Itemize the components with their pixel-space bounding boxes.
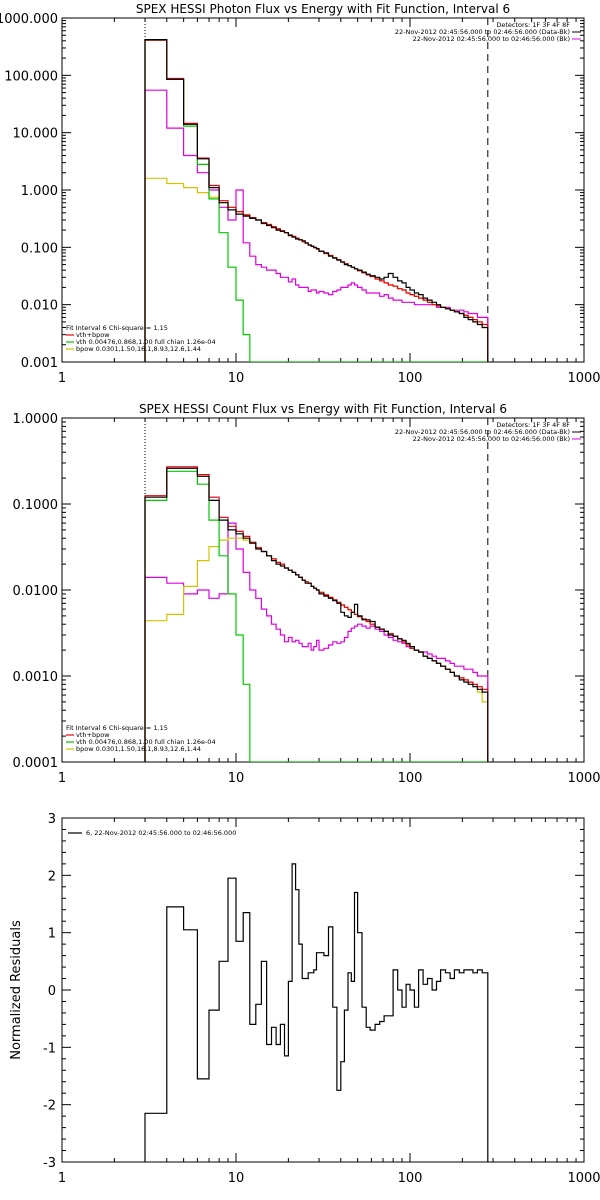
x-tick-label: 100 <box>398 1171 423 1186</box>
y-tick-label: 0.0010 <box>13 670 59 685</box>
x-tick-label: 100 <box>398 371 423 386</box>
x-tick-label: 1 <box>58 371 66 386</box>
y-tick-label: -3 <box>43 1156 56 1171</box>
chart-1: 1 10 100 1000 0.001 0.010 0.100 1.000 10.000 100.… <box>0 2 600 386</box>
plot-frame <box>61 17 585 363</box>
y-tick-label: 0.0001 <box>13 756 59 771</box>
header-line: 22-Nov-2012 02:45:56.000 to 02:46:56.000… <box>413 435 570 443</box>
x-tick-label: 1 <box>58 771 66 786</box>
header-line: 22-Nov-2012 02:45:56.000 to 02:46:56.000… <box>413 35 570 43</box>
series-bpow <box>144 537 489 762</box>
y-tick-label: 0 <box>48 984 56 999</box>
header-line: 22-Nov-2012 02:45:56.000 to 02:46:56.000… <box>395 428 570 436</box>
legend-line: bpow 0.0301,1.50,16.1,8.93,12.6,1.44 <box>76 745 201 753</box>
chart-2: 1 10 100 1000 0.0001 0.0010 0.0100 0.1000 1.0000… <box>13 402 600 786</box>
y-tick-label: 0.1000 <box>13 498 59 513</box>
y-tick-label: 0.001 <box>21 356 58 371</box>
header-line: Detectors: 1F 3F 4F 8F <box>496 21 570 29</box>
header-line: Detectors: 1F 3F 4F 8F <box>496 421 570 429</box>
legend-line: vth 0.00476,0.868,1.00 full chian 1.26e-… <box>76 338 216 346</box>
y-tick-label: 1.000 <box>21 184 58 199</box>
legend-line: 6, 22-Nov-2012 02:45:56.000 to 02:46:56.… <box>86 829 236 837</box>
y-tick-label: 0.010 <box>21 299 58 314</box>
y-tick-label: 0.0100 <box>13 584 59 599</box>
x-tick-label: 10 <box>228 1171 245 1186</box>
series-vth <box>144 39 488 362</box>
x-tick-label: 10 <box>228 771 245 786</box>
y-tick-label: -2 <box>43 1099 56 1114</box>
series-background <box>144 522 489 762</box>
y-axis-label: Normalized Residuals <box>9 920 24 1060</box>
header-line: 22-Nov-2012 02:45:56.000 to 02:46:56.000… <box>395 28 570 36</box>
series-data <box>144 863 489 1162</box>
legend-line: vth+bpow <box>76 731 110 739</box>
y-tick-label: -1 <box>43 1041 56 1056</box>
x-tick-label: 10 <box>228 371 245 386</box>
x-tick-label: 1000 <box>567 1171 600 1186</box>
y-tick-label: 0.100 <box>21 241 58 256</box>
legend-line: bpow 0.0301,1.50,16.1,8.93,12.6,1.44 <box>76 345 201 353</box>
plot-frame <box>61 417 585 763</box>
y-tick-label: 10.000 <box>13 127 59 142</box>
plot-frame <box>61 817 585 1163</box>
y-tick-label: 2 <box>48 869 56 884</box>
series-vth <box>144 470 488 762</box>
chart-title: SPEX HESSI Count Flux vs Energy with Fit… <box>139 402 507 416</box>
x-tick-label: 100 <box>398 771 423 786</box>
y-tick-label: 100.000 <box>4 69 58 84</box>
series-total-fit <box>144 39 489 362</box>
x-tick-label: 1000 <box>567 371 600 386</box>
legend-line: vth 0.00476,0.868,1.00 full chian 1.26e-… <box>76 738 216 746</box>
series-data <box>144 467 489 762</box>
chart-title: SPEX HESSI Photon Flux vs Energy with Fi… <box>136 2 510 16</box>
legend-line: Fit Interval 6 Chi-square = 1.15 <box>66 324 168 332</box>
y-tick-label: 1000.000 <box>0 12 58 27</box>
x-tick-label: 1 <box>58 1171 66 1186</box>
chart-3: 1 10 100 1000 -3 -2 -1 0 1 2 3 Normalized Residuals… <box>9 812 600 1186</box>
y-tick-label: 1 <box>48 927 56 942</box>
x-tick-label: 1000 <box>567 771 600 786</box>
series-data <box>144 39 489 362</box>
series-background <box>144 89 489 362</box>
series-total-fit <box>144 466 489 762</box>
legend-line: Fit Interval 6 Chi-square = 1.15 <box>66 724 168 732</box>
y-tick-label: 1.0000 <box>13 412 59 427</box>
y-tick-label: 3 <box>48 812 56 827</box>
legend-line: vth+bpow <box>76 331 110 339</box>
series-bpow <box>144 177 489 362</box>
